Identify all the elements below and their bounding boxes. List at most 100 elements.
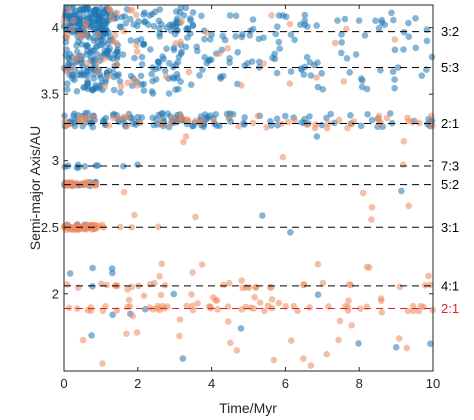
data-point: [75, 284, 82, 291]
data-point: [237, 325, 245, 332]
data-point: [403, 344, 411, 352]
data-point: [311, 61, 318, 69]
resonance-label: 2:1: [441, 301, 459, 316]
data-point: [130, 21, 137, 28]
data-point: [178, 18, 185, 26]
data-point: [220, 281, 227, 289]
data-point: [66, 270, 74, 277]
y-tick-label: 3: [52, 153, 59, 168]
data-point: [85, 14, 92, 22]
data-point: [167, 120, 174, 127]
data-point: [184, 34, 191, 41]
data-point: [110, 114, 117, 122]
data-point: [133, 11, 140, 19]
data-point: [131, 211, 138, 219]
data-point: [95, 38, 102, 45]
data-point: [276, 45, 284, 52]
data-point: [189, 22, 197, 30]
data-point: [391, 84, 398, 92]
data-point: [275, 38, 283, 46]
data-point: [375, 112, 383, 120]
data-point: [227, 339, 234, 347]
data-point: [427, 281, 434, 289]
data-point: [398, 187, 405, 195]
data-point: [216, 50, 223, 57]
data-point: [331, 39, 339, 47]
data-point: [390, 16, 397, 24]
data-point: [210, 117, 218, 125]
data-point: [133, 48, 141, 55]
data-point: [189, 269, 196, 276]
data-point: [117, 223, 124, 231]
data-point: [303, 53, 311, 61]
data-point: [149, 77, 156, 85]
data-point: [344, 124, 351, 132]
data-point: [158, 110, 165, 117]
data-point: [238, 33, 246, 41]
data-point: [260, 60, 267, 67]
x-tick-label: 0: [60, 376, 67, 391]
data-point: [89, 86, 96, 93]
data-point: [363, 303, 371, 311]
x-tick-label: 4: [208, 376, 215, 391]
data-point: [108, 265, 116, 272]
data-point: [201, 35, 208, 43]
data-point: [412, 44, 420, 52]
data-point: [80, 5, 88, 12]
data-point: [176, 316, 184, 323]
data-point: [363, 85, 371, 93]
resonance-label: 4:1: [441, 278, 459, 293]
data-point: [226, 55, 233, 62]
data-point: [319, 86, 327, 93]
data-point: [203, 29, 210, 36]
data-point: [268, 12, 275, 19]
data-point: [65, 61, 72, 68]
data-point: [404, 307, 412, 315]
data-point: [214, 306, 221, 313]
data-point: [184, 117, 192, 124]
data-point: [130, 76, 138, 84]
resonance-label: 3:1: [441, 220, 459, 235]
data-point: [272, 30, 280, 38]
data-point: [79, 336, 87, 344]
data-point: [242, 284, 250, 291]
data-point: [83, 180, 90, 187]
data-point: [162, 73, 170, 80]
data-point: [268, 296, 276, 303]
data-point: [338, 49, 345, 57]
data-point: [405, 33, 413, 40]
data-point: [415, 307, 423, 315]
data-point: [291, 117, 299, 124]
data-point: [101, 83, 109, 90]
data-point: [343, 25, 350, 33]
data-point: [84, 59, 91, 67]
data-point: [140, 11, 147, 18]
resonance-label: 2:1: [441, 116, 459, 131]
data-point: [123, 330, 130, 338]
data-point: [185, 68, 193, 76]
data-point: [114, 46, 121, 54]
data-point: [224, 45, 231, 52]
data-point: [377, 66, 384, 74]
data-point: [318, 70, 326, 77]
data-point: [93, 67, 101, 74]
data-point: [177, 4, 185, 11]
y-tick-label: 3.5: [41, 87, 59, 102]
data-point: [157, 291, 165, 299]
data-point: [428, 112, 435, 120]
data-point: [170, 290, 178, 298]
data-point: [154, 58, 162, 65]
data-point: [141, 18, 148, 26]
data-point: [140, 87, 148, 94]
data-point: [404, 114, 411, 122]
data-point: [355, 340, 362, 347]
data-point: [287, 31, 295, 38]
data-point: [340, 78, 348, 85]
data-point: [150, 22, 158, 30]
data-point: [319, 279, 327, 287]
data-point: [241, 121, 248, 128]
data-point: [156, 6, 164, 13]
data-point: [301, 21, 308, 29]
data-point: [389, 68, 397, 75]
data-point: [123, 123, 131, 130]
